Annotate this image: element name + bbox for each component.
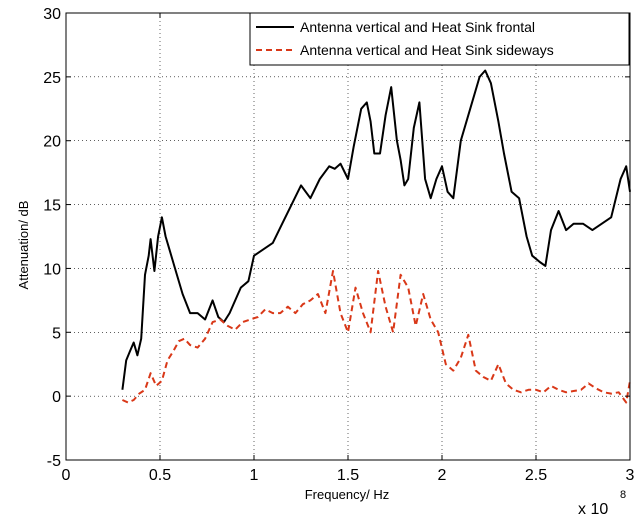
y-tick-label: 15 xyxy=(43,198,61,215)
x-tick-label: 2 xyxy=(438,467,447,484)
x-tick-label: 2.5 xyxy=(525,467,547,484)
x-tick-label: 0.5 xyxy=(149,467,171,484)
legend-label-sideways: Antenna vertical and Heat Sink sideways xyxy=(300,42,554,58)
plot-frame xyxy=(65,12,631,461)
y-tick-label: 20 xyxy=(43,134,61,151)
x-multiplier-exponent: 8 xyxy=(620,489,626,501)
y-axis-title: Attenuation/ dB xyxy=(16,201,31,290)
x-tick-label: 3 xyxy=(626,467,635,484)
x-tick-label: 1 xyxy=(250,467,259,484)
x-multiplier-base: x 10 xyxy=(578,501,608,518)
y-tick-label: 0 xyxy=(52,389,61,406)
x-axis-title: Frequency/ Hz xyxy=(305,487,390,502)
series-lines xyxy=(121,69,631,404)
y-tick-label: 5 xyxy=(52,325,61,342)
legend-box xyxy=(249,12,630,66)
legend: Antenna vertical and Heat Sink frontal A… xyxy=(249,12,630,66)
y-tick-label: 25 xyxy=(43,70,61,87)
series-line-1 xyxy=(121,270,631,404)
grid xyxy=(66,13,630,460)
x-tick-label: 0 xyxy=(62,467,71,484)
y-tick-label: -5 xyxy=(47,453,61,470)
x-tick-label: 1.5 xyxy=(337,467,359,484)
y-tick-label: 30 xyxy=(43,6,61,23)
legend-label-frontal: Antenna vertical and Heat Sink frontal xyxy=(300,19,535,35)
series-line-0 xyxy=(121,69,631,390)
axes xyxy=(65,12,631,461)
y-tick-label: 10 xyxy=(43,261,61,278)
